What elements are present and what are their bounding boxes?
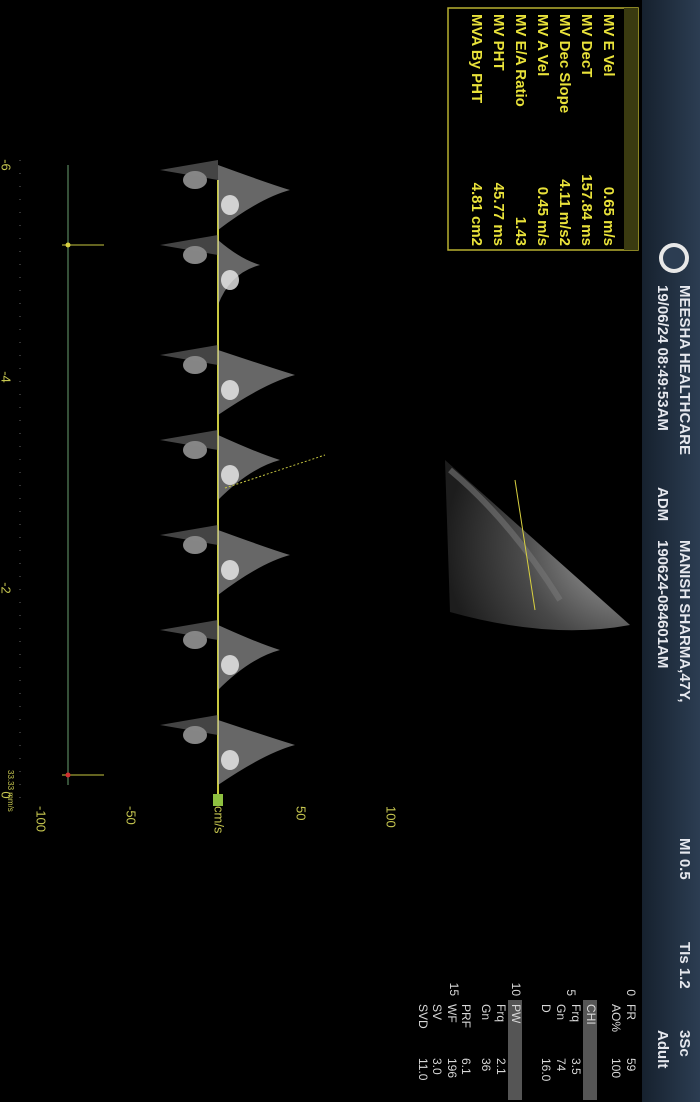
parameter-label: Gn: [554, 1004, 568, 1020]
measurement-value: 4.81 cm2: [468, 183, 485, 246]
measurement-label: MVA By PHT: [468, 14, 485, 103]
spectral-dip: [160, 715, 218, 735]
measurement-value: 4.11 m/s2: [556, 179, 573, 246]
parameter-value: 36: [479, 1058, 493, 1072]
preset: Adult: [654, 1030, 671, 1068]
measurement-label: MV A Vel: [534, 14, 551, 76]
spectral-blob: [221, 270, 239, 290]
spectral-blob: [221, 750, 239, 770]
parameter-label: D: [539, 1004, 553, 1013]
velocity-label: 50: [294, 806, 309, 820]
velocity-label: cm/s: [212, 806, 227, 834]
spectral-dip: [160, 525, 218, 545]
tis: TIs 1.2: [676, 942, 693, 989]
parameter-value: 11.0: [416, 1058, 430, 1081]
measurement-value: 157.84 ms: [578, 174, 595, 246]
doppler-spectrum: [160, 160, 295, 785]
spectral-blob: [221, 380, 239, 400]
spectral-blob: [221, 465, 239, 485]
spectral-blob: [221, 195, 239, 215]
spectral-dip: [160, 235, 218, 255]
parameter-label: Gn: [479, 1004, 493, 1020]
caliper-point: [65, 772, 71, 778]
parameter-label: SVD: [416, 1004, 430, 1029]
parameter-value: 6.1: [459, 1058, 473, 1075]
measurement-label: MV DecT: [578, 14, 595, 77]
parameter-value: 100: [609, 1058, 623, 1078]
caliper-point: [65, 242, 71, 248]
measurement-label: MV E Vel: [600, 14, 617, 77]
depth-label: 10: [509, 983, 523, 997]
institution: MEESHA HEALTHCARE: [676, 285, 693, 455]
spectral-blob: [221, 560, 239, 580]
cursor-line: [514, 479, 536, 611]
parameter-value: 59: [624, 1058, 638, 1072]
measurement-label: MV E/A Ratio: [512, 14, 529, 107]
spectral-dip: [160, 620, 218, 640]
logo-inner: [663, 247, 685, 269]
parameter-value: 3.5: [569, 1058, 583, 1075]
spectral-peak: [218, 530, 290, 595]
parameter-label: PW: [509, 1004, 523, 1024]
measurement-value: 45.77 ms: [490, 183, 507, 246]
parameter-label: SV: [430, 1004, 444, 1020]
measurement-value: 0.65 m/s: [600, 187, 617, 246]
depth-label: 0: [624, 989, 638, 996]
header-bar: [642, 0, 700, 1102]
parameter-group-bar: [583, 1000, 597, 1100]
velocity-label: -50: [124, 806, 139, 825]
time-label: 0: [0, 791, 14, 798]
measurement-box-toolbar: [624, 8, 638, 250]
parameter-label: FR: [624, 1004, 638, 1020]
parameter-group-bar: [508, 1000, 522, 1100]
parameter-label: Frq: [569, 1004, 583, 1022]
2d-image-detail: [448, 467, 563, 602]
measurement-label: MV Dec Slope: [556, 14, 573, 113]
parameter-label: Frq: [494, 1004, 508, 1022]
parameter-value: 2.1: [494, 1058, 508, 1075]
time-label: -2: [0, 582, 14, 594]
spectral-dip: [160, 160, 218, 180]
spectral-peak: [218, 720, 295, 785]
operator: ADM: [654, 487, 671, 521]
datetime: 19/06/24 08:49:53AM: [654, 285, 671, 431]
parameter-label: AO%: [609, 1004, 623, 1032]
measurement-value: 0.45 m/s: [534, 187, 551, 246]
measurement-label: MV PHT: [490, 14, 507, 71]
parameter-value: 196: [445, 1058, 459, 1078]
sweep-speed: 33.33 mm/s: [6, 770, 15, 812]
parameter-label: CHI: [584, 1004, 598, 1025]
depth-label: 15: [447, 983, 461, 997]
parameter-label: PRF: [459, 1004, 473, 1028]
spectral-blob: [221, 655, 239, 675]
spectral-dip: [160, 345, 218, 365]
exam-id: 190624-084601AM: [654, 540, 671, 668]
patient: MANISH SHARMA,47Y,: [676, 540, 693, 703]
measurement-value: 1.43: [512, 217, 529, 246]
2d-image: [445, 460, 630, 631]
spectral-peak: [218, 165, 290, 230]
time-label: -6: [0, 159, 14, 171]
spectral-peak: [218, 350, 295, 415]
velocity-label: 100: [384, 806, 399, 828]
parameter-label: WF: [445, 1004, 459, 1023]
parameter-value: 3.0: [430, 1058, 444, 1075]
parameter-value: 16.0: [539, 1058, 553, 1082]
velocity-label: -100: [34, 806, 49, 832]
baseline-marker: [213, 794, 223, 806]
spectral-dip: [160, 430, 218, 450]
mi: MI 0.5: [676, 838, 693, 880]
parameter-value: 74: [554, 1058, 568, 1072]
spectral-peak: [218, 240, 260, 305]
probe: 3Sc: [676, 1030, 693, 1057]
time-label: -4: [0, 371, 14, 383]
depth-label: 5: [564, 989, 578, 996]
slope-line: [224, 454, 326, 489]
